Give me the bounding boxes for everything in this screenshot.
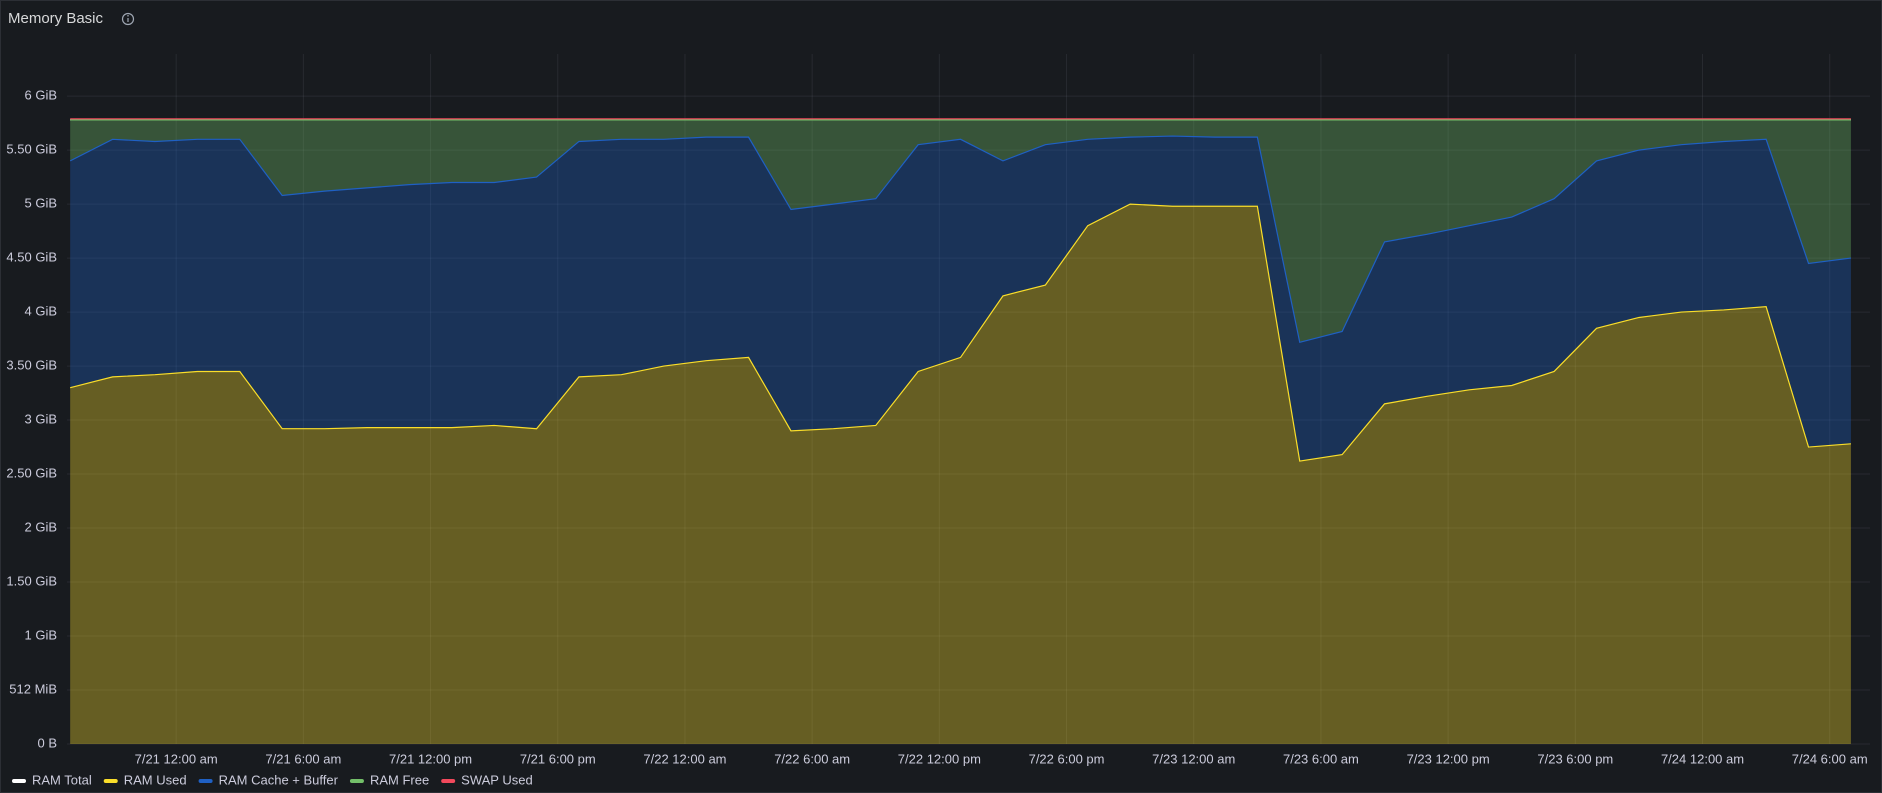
series-line xyxy=(70,203,1851,462)
y-tick-label: 4.50 GiB xyxy=(6,250,57,265)
x-tick-label: 7/21 6:00 am xyxy=(265,751,341,766)
x-tick-label: 7/21 12:00 pm xyxy=(389,751,472,766)
legend-swatch xyxy=(103,779,118,783)
legend-swatch xyxy=(12,779,26,783)
y-tick-label: 2 GiB xyxy=(24,519,57,534)
legend-label[interactable]: SWAP Used xyxy=(461,772,533,787)
y-tick-label: 0 B xyxy=(37,735,57,750)
y-tick-label: 5 GiB xyxy=(24,196,57,211)
legend-label[interactable]: RAM Used xyxy=(124,772,187,787)
y-tick-label: 3.50 GiB xyxy=(6,358,57,373)
y-tick-label: 4 GiB xyxy=(24,304,57,319)
area-fill xyxy=(70,136,1851,462)
area-fill xyxy=(70,204,1851,745)
y-tick-label: 3 GiB xyxy=(24,411,57,426)
x-tick-label: 7/23 12:00 pm xyxy=(1407,751,1490,766)
legend-label[interactable]: RAM Free xyxy=(370,772,429,787)
x-tick-label: 7/23 6:00 pm xyxy=(1537,751,1613,766)
y-tick-label: 1.50 GiB xyxy=(6,573,57,588)
y-tick-label: 2.50 GiB xyxy=(6,465,57,480)
x-tick-label: 7/24 12:00 am xyxy=(1661,751,1744,766)
legend-swatch xyxy=(198,779,213,783)
legend: RAM Total RAM Used RAM Cache + Buffer RAM F… xyxy=(12,772,533,787)
info-icon[interactable] xyxy=(121,12,135,26)
x-tick-label: 7/24 6:00 am xyxy=(1792,751,1868,766)
x-tick-label: 7/21 6:00 pm xyxy=(520,751,596,766)
y-tick-label: 512 MiB xyxy=(9,681,57,696)
chart-title: Memory Basic xyxy=(8,10,104,27)
x-tick-label: 7/22 12:00 am xyxy=(643,751,726,766)
legend-swatch xyxy=(349,779,364,783)
legend-swatch xyxy=(441,779,456,783)
x-tick-label: 7/21 12:00 am xyxy=(135,751,218,766)
area-fill xyxy=(70,119,1851,343)
x-tick-label: 7/23 12:00 am xyxy=(1152,751,1235,766)
x-tick-label: 7/22 6:00 pm xyxy=(1029,751,1105,766)
series-line xyxy=(69,135,1851,344)
x-tick-label: 7/23 6:00 am xyxy=(1283,751,1359,766)
y-tick-label: 1 GiB xyxy=(24,627,57,642)
legend-label[interactable]: RAM Total xyxy=(32,772,92,787)
x-tick-label: 7/22 6:00 am xyxy=(774,751,850,766)
y-tick-label: 5.50 GiB xyxy=(6,142,57,157)
y-tick-label: 6 GiB xyxy=(24,88,57,103)
legend-label[interactable]: RAM Cache + Buffer xyxy=(219,772,339,787)
x-tick-label: 7/22 12:00 pm xyxy=(898,751,981,766)
